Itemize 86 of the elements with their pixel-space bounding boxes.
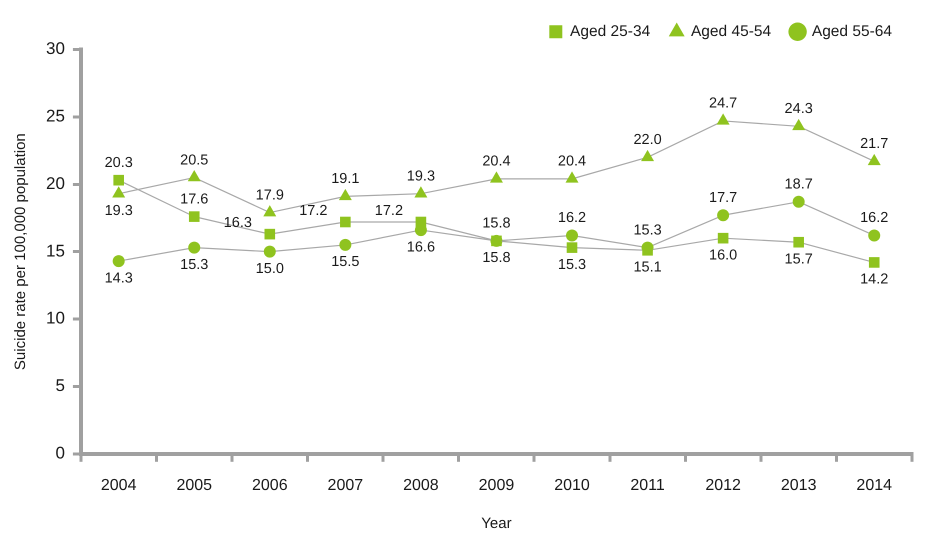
data-label: 17.2: [299, 202, 328, 219]
data-label: 16.6: [406, 239, 436, 256]
data-label: 15.3: [558, 256, 586, 273]
x-tick-label: 2005: [176, 476, 212, 494]
data-label: 14.2: [860, 272, 888, 288]
data-label: 24.3: [784, 101, 813, 118]
data-label: 19.3: [406, 168, 436, 184]
x-tick-label: 2014: [856, 476, 892, 494]
x-tick-label: 2004: [100, 476, 137, 494]
y-tick-label: 5: [55, 376, 65, 396]
x-tick-label: 2012: [705, 476, 742, 494]
data-label: 15.8: [482, 250, 511, 266]
x-tick-label: 2008: [403, 476, 439, 494]
point: [490, 171, 503, 183]
point: [717, 209, 730, 222]
x-tick-label: 2006: [252, 476, 288, 494]
data-label: 20.3: [104, 154, 133, 171]
data-label: 16.0: [709, 247, 738, 264]
y-tick-label: 20: [46, 174, 65, 193]
data-label: 22.0: [633, 132, 662, 148]
y-axis-title: Suicide rate per 100,000 population: [12, 133, 30, 370]
y-tick-label: 10: [46, 308, 65, 328]
point: [414, 186, 428, 198]
point: [264, 228, 276, 240]
data-label: 17.7: [709, 190, 738, 206]
data-label: 21.7: [860, 136, 888, 152]
point: [716, 113, 730, 125]
point: [566, 229, 578, 242]
legend-label: Aged 45-54: [690, 23, 772, 40]
data-label: 15.3: [180, 256, 208, 273]
data-label: 15.1: [633, 260, 662, 276]
x-tick-label: 2013: [780, 476, 817, 494]
point: [642, 245, 653, 256]
data-label: 15.3: [633, 222, 662, 238]
point: [868, 154, 881, 166]
point: [188, 211, 200, 222]
point: [566, 242, 578, 253]
y-tick-label: 30: [46, 39, 65, 58]
data-label: 16.2: [558, 210, 586, 226]
point: [718, 232, 728, 244]
point: [340, 216, 351, 228]
data-label: 24.7: [709, 96, 738, 112]
x-axis-title: Year: [481, 515, 512, 532]
data-label: 15.7: [784, 251, 813, 268]
point: [338, 188, 352, 200]
point: [868, 257, 880, 268]
data-label: 14.3: [104, 270, 133, 286]
point: [792, 196, 805, 208]
point: [868, 229, 880, 242]
point: [416, 216, 426, 228]
data-label: 16.3: [224, 214, 252, 231]
data-label: 15.5: [331, 254, 360, 270]
data-label: 17.6: [180, 191, 208, 208]
x-tick-label: 2007: [328, 476, 364, 494]
point: [264, 246, 276, 258]
legend-label: Aged 55-64: [812, 23, 892, 40]
point: [112, 255, 125, 268]
data-label: 17.9: [256, 187, 284, 204]
point: [491, 236, 502, 246]
point: [112, 186, 126, 198]
x-tick-label: 2010: [554, 476, 590, 494]
point: [188, 242, 200, 254]
point: [339, 238, 352, 251]
x-tick-label: 2009: [478, 476, 514, 494]
point: [263, 205, 276, 216]
y-tick-label: 25: [46, 106, 65, 126]
point: [792, 118, 806, 130]
data-label: 15.0: [256, 260, 284, 277]
data-label: 15.8: [482, 216, 511, 232]
data-label: 20.5: [180, 152, 208, 168]
point: [188, 170, 201, 182]
point: [113, 174, 124, 186]
y-tick-label: 0: [55, 443, 65, 462]
data-label: 19.1: [331, 171, 360, 188]
point: [641, 150, 654, 162]
y-tick-label: 15: [46, 241, 65, 260]
point: [566, 171, 579, 183]
data-label: 19.3: [104, 202, 133, 219]
point: [793, 236, 804, 248]
data-label: 20.4: [558, 154, 586, 170]
data-label: 18.7: [784, 176, 813, 193]
data-label: 17.2: [374, 202, 404, 219]
legend-label: Aged 25-34: [570, 23, 651, 40]
x-tick-label: 2011: [630, 476, 665, 494]
data-label: 20.4: [482, 154, 511, 170]
data-label: 16.2: [860, 210, 888, 226]
